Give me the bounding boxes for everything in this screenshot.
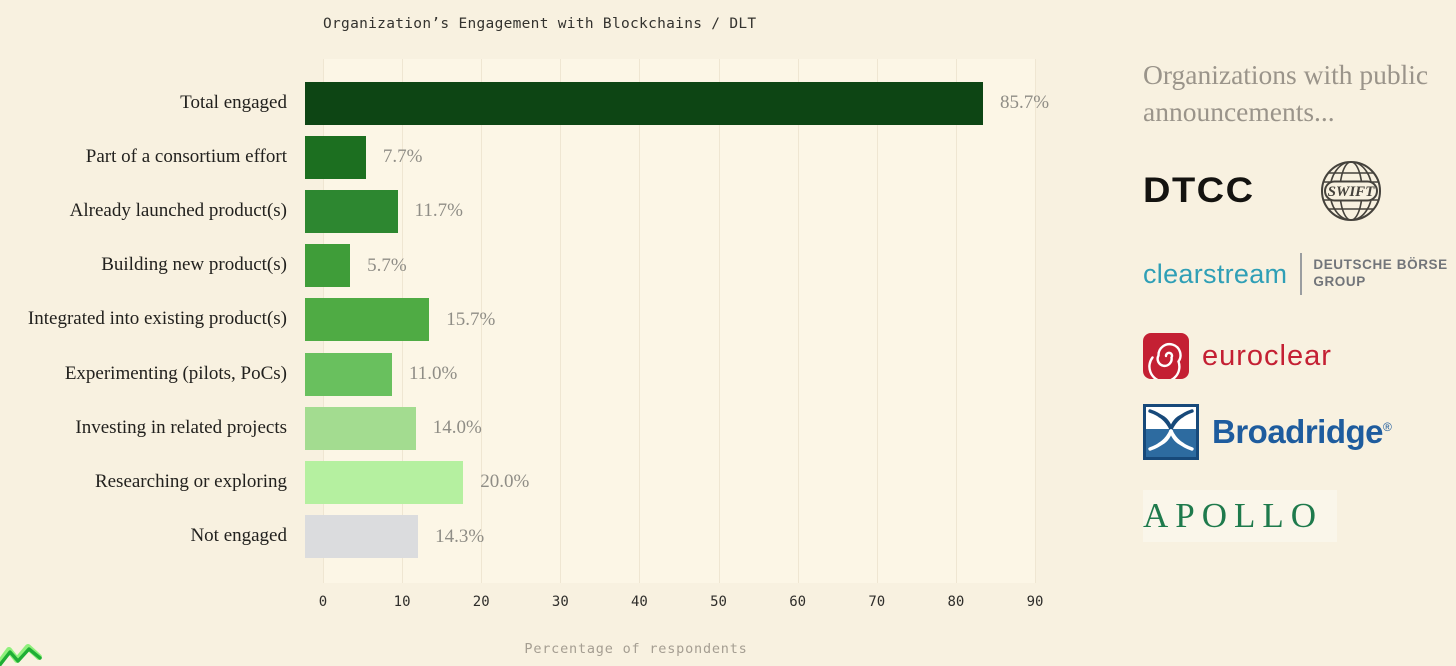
- bar-row: Already launched product(s) 11.7%: [0, 184, 1100, 238]
- bar-value-label: 5.7%: [367, 254, 407, 276]
- bar-value-label: 20.0%: [480, 471, 530, 493]
- bar-row: Investing in related projects 14.0%: [0, 401, 1100, 455]
- bar: [305, 515, 419, 559]
- bar-row: Integrated into existing product(s) 15.7%: [0, 293, 1100, 347]
- x-axis-tick: 10: [393, 594, 411, 610]
- x-axis-label: Percentage of respondents: [524, 641, 748, 657]
- bar-value-label: 11.7%: [414, 200, 463, 222]
- bar-label: Integrated into existing product(s): [27, 308, 287, 330]
- bar-row: Not engaged 14.3%: [0, 510, 1100, 564]
- apollo-logo: APOLLO: [1143, 490, 1338, 542]
- bar-value-label: 7.7%: [382, 146, 423, 168]
- bar: [305, 135, 366, 179]
- broadridge-logo: Broadridge®: [1143, 404, 1392, 460]
- deutsche-boerse-group-label: DEUTSCHE BÖRSE GROUP: [1313, 257, 1447, 291]
- bar-value-label: 14.0%: [432, 417, 482, 439]
- bar-value-label: 11.0%: [409, 363, 458, 385]
- broadridge-word: Broadridge: [1212, 413, 1384, 450]
- sidebar-heading: Organizations with public announcements.…: [1143, 59, 1429, 128]
- clearstream-logo-text: clearstream: [1143, 258, 1288, 289]
- bar-row: Total engaged 85.7%: [0, 76, 1100, 130]
- apollo-logo-text: APOLLO: [1143, 496, 1324, 535]
- broadridge-logo-text: Broadridge®: [1212, 413, 1392, 451]
- x-axis-tick: 70: [868, 594, 886, 610]
- gridline: [560, 59, 562, 583]
- euroclear-logo-text: euroclear: [1202, 339, 1332, 372]
- gridline: [481, 59, 483, 583]
- bar: [305, 460, 464, 504]
- x-axis-tick: 60: [789, 594, 807, 610]
- gridline: [876, 59, 878, 583]
- swift-logo-text: SWIFT: [1328, 184, 1376, 200]
- x-axis-tick: 40: [631, 594, 648, 610]
- bar: [305, 244, 351, 288]
- bar: [305, 81, 983, 125]
- bar-label: Building new product(s): [101, 254, 287, 276]
- gridline: [639, 59, 641, 583]
- dtcc-logo: DTCC: [1143, 170, 1255, 213]
- bar: [305, 189, 398, 233]
- bar-label: Investing in related projects: [75, 416, 287, 438]
- x-axis-tick: 20: [472, 594, 490, 610]
- bar-rows: Total engaged 85.7% Part of a consortium e…: [0, 59, 1100, 583]
- swift-globe-icon: SWIFT: [1321, 161, 1381, 221]
- bar-row: Experimenting (pilots, PoCs) 11.0%: [0, 347, 1100, 401]
- corner-squiggle-icon: [0, 644, 42, 666]
- x-axis-tick: 30: [551, 594, 569, 610]
- bar-label: Part of a consortium effort: [85, 145, 287, 167]
- bar-value-label: 85.7%: [999, 92, 1050, 114]
- deutsche-boerse-line1: DEUTSCHE BÖRSE: [1313, 257, 1448, 273]
- gridline: [955, 59, 957, 583]
- bar-row: Part of a consortium effort 7.7%: [0, 130, 1100, 184]
- gridline: [718, 59, 720, 583]
- bar: [305, 298, 430, 342]
- bar-label: Already launched product(s): [69, 200, 287, 222]
- swift-logo: SWIFT: [1318, 158, 1384, 229]
- dtcc-logo-text: DTCC: [1143, 171, 1255, 211]
- bar-label: Total engaged: [180, 91, 287, 113]
- x-axis-tick: 90: [1026, 594, 1044, 610]
- deutsche-boerse-line2: GROUP: [1313, 274, 1366, 289]
- gridline: [797, 59, 799, 583]
- chart-title: Organization’s Engagement with Blockchai…: [323, 16, 757, 32]
- bar-value-label: 15.7%: [446, 308, 496, 330]
- bar-row: Researching or exploring 20.0%: [0, 455, 1100, 509]
- clearstream-logo: clearstream DEUTSCHE BÖRSE GROUP: [1143, 253, 1448, 295]
- divider: [1300, 253, 1303, 295]
- bar-label: Not engaged: [190, 525, 287, 547]
- euroclear-logo: euroclear: [1143, 333, 1332, 379]
- x-axis-tick: 50: [710, 594, 727, 610]
- bar-row: Building new product(s) 5.7%: [0, 239, 1100, 293]
- gridline: [1035, 59, 1036, 583]
- x-axis: 0 10 20 30 40 50 60 70 80 90: [319, 583, 1044, 613]
- bar-label: Researching or exploring: [94, 470, 287, 492]
- x-axis-tick: 80: [947, 594, 965, 610]
- x-axis-tick: 0: [318, 594, 328, 610]
- broadridge-tree-icon: [1143, 404, 1199, 460]
- euroclear-swirl-icon: [1143, 333, 1189, 379]
- bar-label: Experimenting (pilots, PoCs): [64, 362, 287, 384]
- registered-mark: ®: [1383, 420, 1392, 434]
- bar: [305, 406, 416, 450]
- bar: [305, 352, 393, 396]
- bar-value-label: 14.3%: [435, 525, 485, 547]
